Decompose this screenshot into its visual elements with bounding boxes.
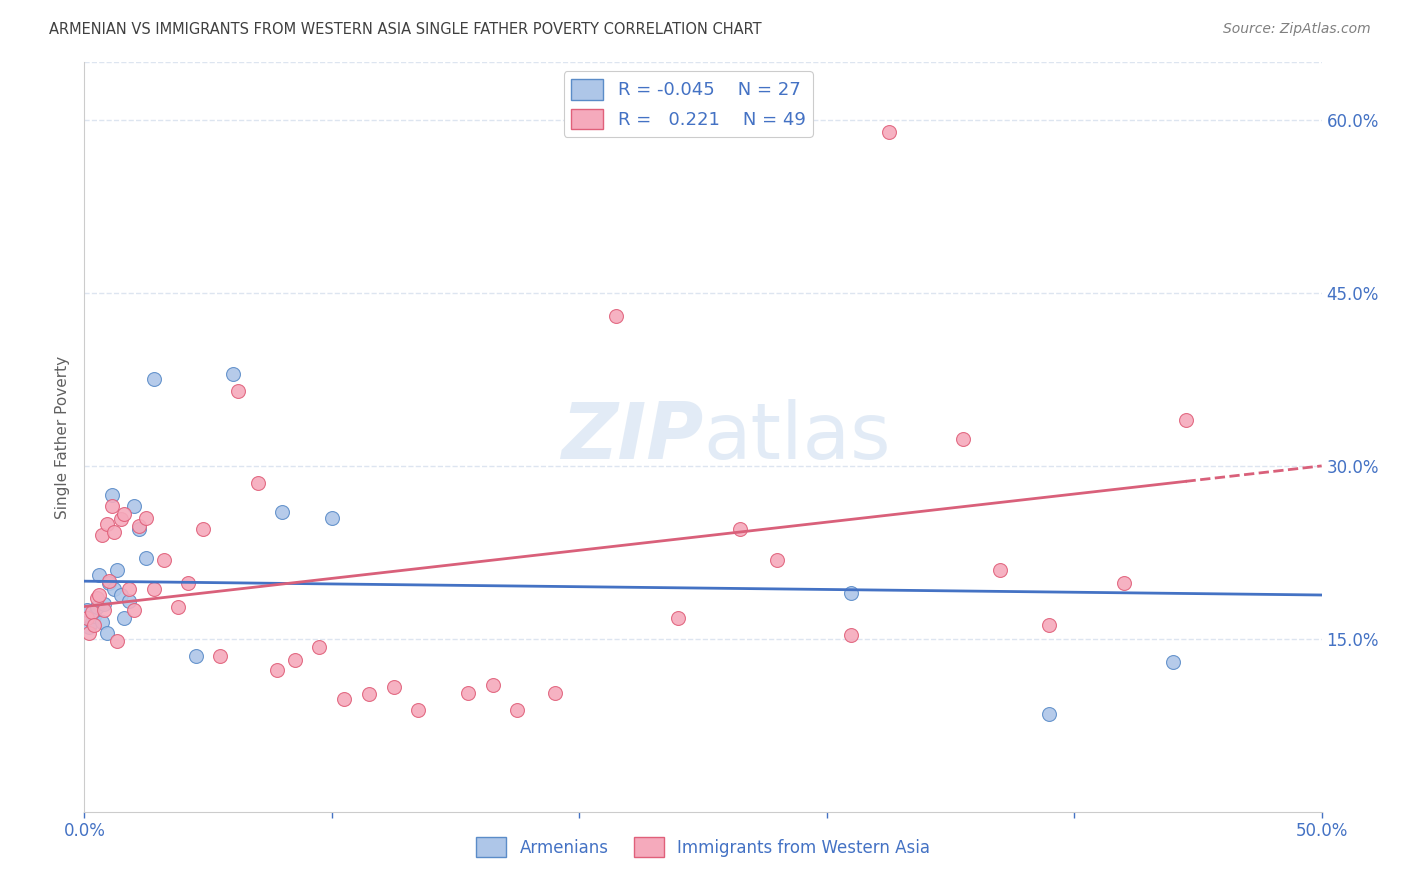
- Point: [408, 703, 430, 717]
- Point: [135, 551, 157, 566]
- Point: [457, 686, 479, 700]
- Text: ARMENIAN VS IMMIGRANTS FROM WESTERN ASIA SINGLE FATHER POVERTY CORRELATION CHART: ARMENIAN VS IMMIGRANTS FROM WESTERN ASIA…: [49, 22, 762, 37]
- Point: [86, 591, 108, 606]
- Point: [80, 615, 103, 629]
- Point: [543, 686, 565, 700]
- Point: [184, 649, 207, 664]
- Point: [988, 563, 1011, 577]
- Point: [152, 553, 174, 567]
- Point: [112, 611, 135, 625]
- Point: [308, 640, 330, 654]
- Point: [226, 384, 249, 398]
- Point: [142, 582, 165, 597]
- Point: [271, 505, 294, 519]
- Point: [110, 512, 132, 526]
- Point: [100, 488, 122, 502]
- Point: [128, 519, 150, 533]
- Point: [1112, 576, 1135, 591]
- Point: [103, 582, 125, 597]
- Text: atlas: atlas: [703, 399, 890, 475]
- Point: [506, 703, 529, 717]
- Point: [105, 634, 128, 648]
- Point: [80, 605, 103, 619]
- Point: [666, 611, 689, 625]
- Point: [266, 663, 288, 677]
- Point: [83, 608, 105, 623]
- Point: [96, 516, 118, 531]
- Point: [93, 603, 115, 617]
- Text: ZIP: ZIP: [561, 399, 703, 475]
- Point: [83, 618, 105, 632]
- Y-axis label: Single Father Poverty: Single Father Poverty: [55, 356, 70, 518]
- Point: [209, 649, 232, 664]
- Legend: Armenians, Immigrants from Western Asia: Armenians, Immigrants from Western Asia: [470, 830, 936, 863]
- Point: [100, 500, 122, 514]
- Point: [1174, 413, 1197, 427]
- Point: [98, 574, 121, 589]
- Point: [110, 588, 132, 602]
- Point: [79, 620, 101, 634]
- Point: [841, 585, 863, 599]
- Point: [481, 678, 503, 692]
- Point: [76, 611, 98, 625]
- Point: [952, 433, 974, 447]
- Point: [96, 626, 118, 640]
- Point: [605, 309, 627, 323]
- Point: [246, 476, 269, 491]
- Point: [1161, 655, 1184, 669]
- Point: [98, 576, 121, 591]
- Point: [79, 626, 101, 640]
- Point: [86, 599, 108, 614]
- Point: [89, 568, 111, 582]
- Point: [382, 680, 405, 694]
- Point: [222, 367, 245, 381]
- Point: [1038, 706, 1060, 721]
- Point: [333, 691, 356, 706]
- Point: [177, 576, 200, 591]
- Point: [122, 500, 145, 514]
- Point: [284, 652, 307, 666]
- Point: [841, 628, 863, 642]
- Point: [877, 125, 900, 139]
- Point: [357, 687, 380, 701]
- Point: [142, 372, 165, 386]
- Point: [1038, 618, 1060, 632]
- Point: [728, 522, 751, 536]
- Point: [93, 597, 115, 611]
- Point: [89, 588, 111, 602]
- Point: [112, 508, 135, 522]
- Point: [118, 582, 141, 597]
- Point: [90, 528, 112, 542]
- Point: [128, 522, 150, 536]
- Point: [90, 615, 112, 629]
- Point: [122, 603, 145, 617]
- Point: [167, 599, 190, 614]
- Point: [191, 522, 214, 536]
- Text: Source: ZipAtlas.com: Source: ZipAtlas.com: [1223, 22, 1371, 37]
- Point: [76, 603, 98, 617]
- Point: [103, 524, 125, 539]
- Point: [766, 553, 789, 567]
- Point: [321, 510, 343, 524]
- Point: [105, 563, 128, 577]
- Point: [135, 510, 157, 524]
- Point: [118, 594, 141, 608]
